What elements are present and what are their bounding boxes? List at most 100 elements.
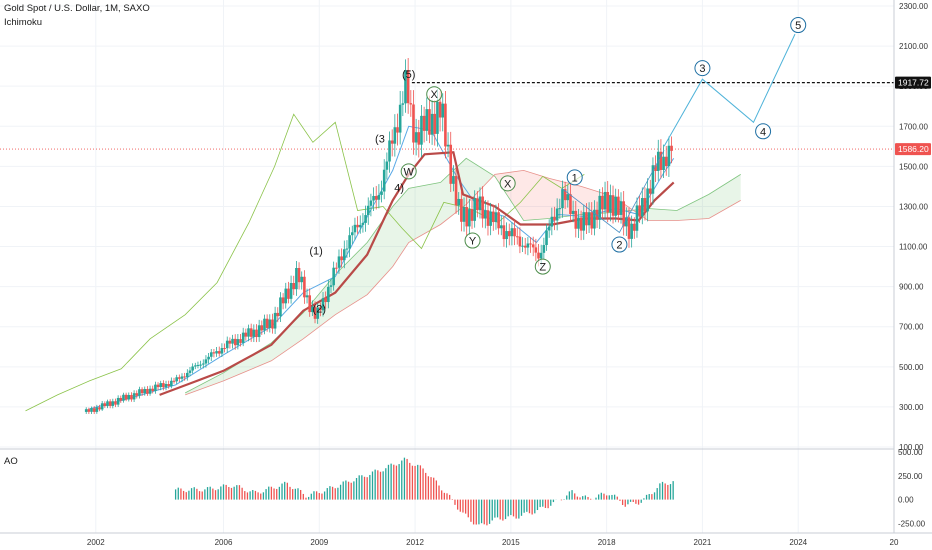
candle-body [92, 408, 96, 412]
y-tick-label: 700.00 [899, 323, 924, 332]
candle-body [595, 209, 599, 220]
candle-body [633, 223, 636, 231]
kijun-sen [159, 151, 675, 396]
wave-label: (1) [309, 246, 322, 258]
ao-tick-label: -250.00 [898, 519, 926, 528]
candle-body [271, 319, 274, 329]
candle-body [239, 339, 242, 343]
candle-body [287, 288, 290, 299]
candle-body [273, 312, 277, 329]
candle-body [587, 212, 591, 226]
candle-body [454, 176, 458, 206]
x-tick-label: 2018 [598, 538, 616, 547]
candle-body [640, 198, 644, 217]
candle-body [233, 338, 237, 346]
candle-body [491, 211, 495, 223]
indicator-label[interactable]: Ichimoku [4, 17, 43, 28]
candle-body [468, 209, 471, 227]
candle-body [297, 267, 301, 283]
candle-body [622, 201, 625, 227]
wave-annotations[interactable]: (1) (2) (3 4) W (5) X X Y Z 1 2 3 4 5 [309, 17, 807, 316]
candle-body [329, 285, 333, 287]
candle-body [582, 212, 586, 231]
wave-label: 4 [760, 126, 766, 138]
candle-body [337, 256, 341, 268]
wave-label-circle [534, 258, 551, 275]
candle-body [590, 212, 594, 229]
candle-body [531, 244, 535, 248]
candle-body [460, 198, 463, 222]
symbol-title[interactable]: Gold Spot / U.S. Dollar, 1M, SAXO [4, 3, 150, 14]
candle-body [340, 256, 343, 261]
candle-body [172, 380, 176, 382]
candle-body [215, 351, 218, 354]
candle-body [571, 210, 575, 215]
wave-label: (5) [402, 69, 415, 81]
candle-body [148, 388, 152, 394]
candle-body [348, 235, 351, 249]
candle-body [470, 209, 474, 221]
candle-body [167, 383, 170, 387]
candle-body [654, 165, 657, 171]
candle-body [603, 191, 607, 210]
price-tag-label: 1917.72 [898, 78, 929, 88]
candle-body [585, 212, 588, 226]
candle-body [327, 286, 330, 303]
candle-body [303, 276, 306, 298]
candle-body [476, 198, 479, 211]
candle-body [372, 195, 375, 201]
candle-body [388, 140, 391, 162]
candle-body [324, 298, 327, 303]
candle-body [127, 395, 131, 400]
candle-body [406, 69, 410, 104]
candle-body [151, 388, 155, 392]
ao-label[interactable]: AO [4, 456, 18, 467]
candle-body [401, 103, 405, 105]
candle-body [119, 397, 123, 401]
candle-body [473, 198, 476, 221]
candle-body [555, 208, 559, 221]
cloud-bullish [635, 174, 741, 221]
candle-body [611, 195, 615, 216]
wave-label-circle [499, 175, 516, 192]
candle-body [430, 113, 434, 135]
candle-body [561, 189, 564, 209]
candle-body [648, 188, 652, 194]
candle-body [159, 383, 163, 388]
y-tick-label: 100.00 [899, 443, 924, 452]
candle-body [281, 297, 285, 304]
candle-body [510, 228, 514, 237]
candle-body [577, 217, 580, 229]
candle-body [478, 196, 482, 211]
candle-body [534, 247, 538, 253]
candle-body [156, 384, 160, 388]
candle-body [335, 267, 338, 269]
candle-body [630, 223, 633, 239]
candle-body [313, 306, 317, 319]
candle-body [175, 377, 178, 382]
candle-body [98, 407, 101, 410]
candle-body [191, 366, 194, 371]
candle-body [132, 393, 136, 400]
candle-body [553, 216, 556, 221]
wave-label-circle [694, 60, 711, 77]
candle-body [207, 356, 210, 360]
x-tick-label: 2024 [789, 538, 807, 547]
candle-body [614, 196, 617, 216]
candle-body [529, 243, 532, 245]
candle-body [619, 201, 623, 215]
price-tag-label: 1586.20 [898, 144, 929, 154]
candle-body [265, 318, 269, 328]
candle-body [515, 236, 519, 238]
candle-body [489, 211, 492, 226]
candle-body [236, 339, 240, 346]
ao-tick-label: 0.00 [898, 496, 914, 505]
wave-label: (2) [313, 304, 326, 316]
candle-body [130, 395, 133, 400]
candle-body [409, 103, 413, 105]
wave-label: 5 [795, 20, 801, 32]
ao-tick-label: 500.00 [898, 448, 923, 457]
wave-label: 2 [616, 240, 622, 252]
candle-body [579, 217, 583, 231]
